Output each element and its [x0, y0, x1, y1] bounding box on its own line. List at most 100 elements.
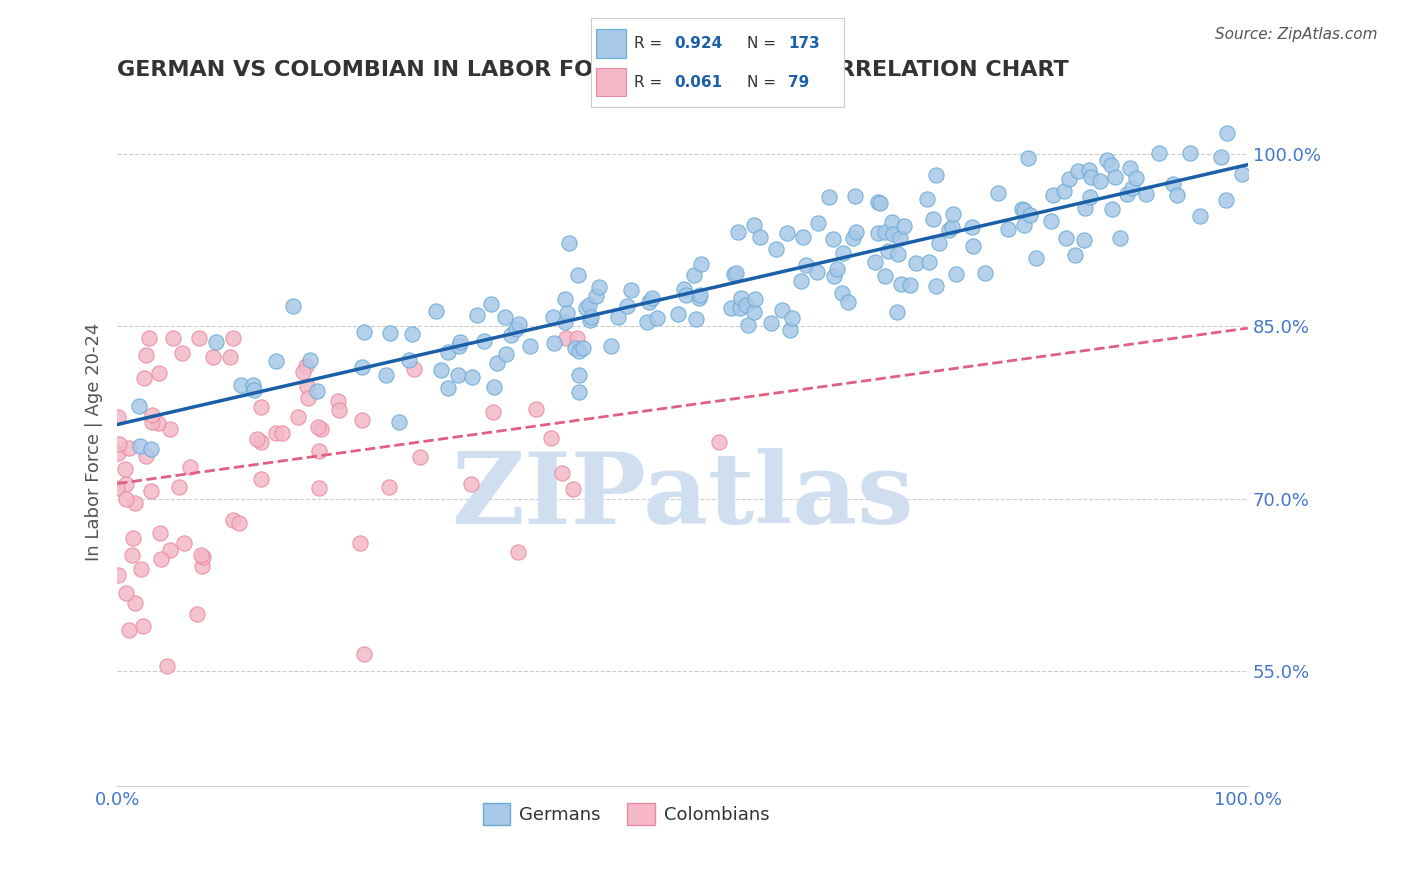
- Point: [1067, 163, 1090, 178]
- Point: [898, 277, 921, 292]
- Point: [720, 301, 742, 315]
- Text: ZIPatlas: ZIPatlas: [451, 448, 914, 545]
- Point: [866, 226, 889, 240]
- Point: [460, 477, 482, 491]
- Point: [742, 304, 765, 318]
- Point: [508, 317, 530, 331]
- Point: [1166, 187, 1188, 202]
- Point: [600, 339, 623, 353]
- Point: [960, 220, 983, 235]
- Point: [108, 437, 131, 451]
- Point: [128, 400, 150, 414]
- Point: [869, 195, 891, 210]
- Point: [882, 215, 904, 229]
- Point: [579, 313, 602, 327]
- Point: [132, 618, 155, 632]
- Point: [568, 368, 591, 382]
- Point: [375, 368, 398, 382]
- Point: [1080, 169, 1102, 184]
- Point: [672, 282, 695, 296]
- Point: [264, 425, 287, 440]
- Point: [807, 216, 830, 230]
- Point: [551, 466, 574, 480]
- Point: [378, 326, 401, 340]
- Point: [567, 268, 589, 283]
- Point: [730, 291, 752, 305]
- Point: [585, 289, 607, 303]
- Point: [1040, 214, 1063, 228]
- Point: [1019, 209, 1042, 223]
- Point: [1011, 202, 1033, 216]
- Point: [201, 350, 224, 364]
- Point: [818, 190, 841, 204]
- Point: [588, 279, 610, 293]
- Point: [159, 542, 181, 557]
- Point: [543, 310, 565, 324]
- Point: [173, 536, 195, 550]
- Point: [887, 246, 910, 260]
- Point: [246, 432, 269, 446]
- Point: [242, 378, 264, 392]
- Point: [149, 526, 172, 541]
- Point: [640, 291, 662, 305]
- Point: [557, 306, 579, 320]
- Point: [730, 301, 752, 315]
- Point: [1116, 187, 1139, 202]
- Point: [169, 480, 191, 494]
- Point: [205, 334, 228, 349]
- Text: N =: N =: [748, 75, 782, 89]
- Point: [974, 266, 997, 280]
- Point: [465, 308, 488, 322]
- Point: [141, 415, 163, 429]
- Point: [792, 230, 814, 244]
- Point: [806, 264, 828, 278]
- Point: [724, 266, 747, 280]
- Point: [845, 226, 868, 240]
- Point: [554, 331, 576, 345]
- Point: [689, 287, 711, 301]
- Point: [821, 232, 844, 246]
- Point: [105, 481, 128, 495]
- Point: [219, 350, 242, 364]
- Point: [449, 339, 471, 353]
- Point: [430, 362, 453, 376]
- Point: [1230, 167, 1253, 181]
- Point: [308, 481, 330, 495]
- Point: [921, 212, 943, 227]
- Point: [962, 239, 984, 253]
- Point: [744, 292, 766, 306]
- Point: [156, 658, 179, 673]
- Point: [675, 288, 697, 302]
- Point: [352, 413, 374, 427]
- Point: [928, 236, 950, 251]
- Point: [737, 318, 759, 333]
- Text: N =: N =: [748, 37, 782, 51]
- Point: [159, 422, 181, 436]
- Point: [449, 334, 471, 349]
- Point: [307, 419, 329, 434]
- Point: [886, 305, 908, 319]
- Point: [479, 296, 502, 310]
- Text: 0.061: 0.061: [673, 75, 723, 89]
- Point: [1119, 161, 1142, 176]
- Point: [893, 219, 915, 233]
- Point: [1121, 180, 1143, 194]
- Point: [231, 378, 253, 392]
- Point: [1095, 153, 1118, 167]
- Point: [221, 513, 243, 527]
- Point: [1161, 178, 1184, 192]
- Point: [299, 353, 322, 368]
- Point: [837, 294, 859, 309]
- Point: [505, 322, 527, 336]
- Point: [264, 353, 287, 368]
- Point: [790, 274, 813, 288]
- Point: [568, 343, 591, 358]
- Point: [1088, 174, 1111, 188]
- Point: [326, 394, 349, 409]
- Point: [558, 236, 581, 251]
- Point: [460, 370, 482, 384]
- Point: [377, 480, 399, 494]
- Point: [135, 449, 157, 463]
- Point: [941, 219, 963, 234]
- Point: [616, 299, 638, 313]
